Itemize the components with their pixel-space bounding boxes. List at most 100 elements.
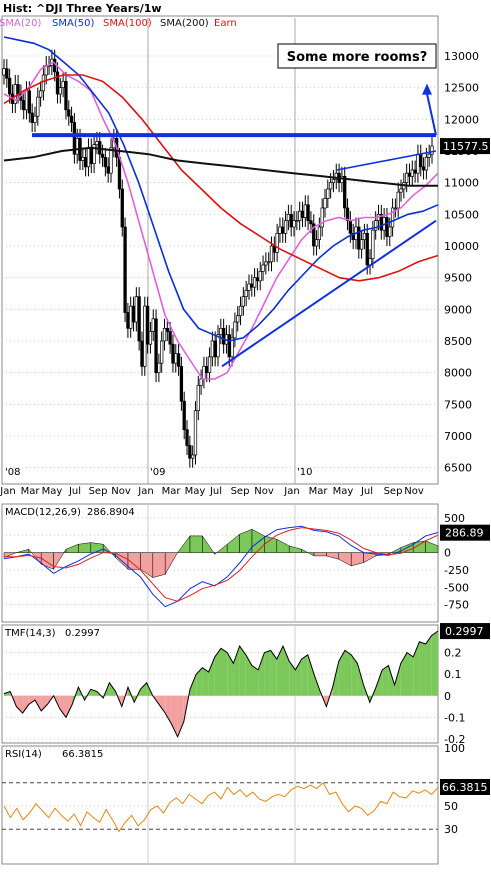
- tmf-y-tick-label: 0.1: [444, 668, 462, 681]
- tmf-area-segment: [239, 646, 246, 696]
- price-x-tick-label: Mar: [162, 486, 182, 497]
- tmf-area-segment: [382, 665, 389, 696]
- candle: [151, 318, 155, 332]
- macd-histogram-segment: [152, 552, 166, 578]
- candle: [123, 226, 127, 313]
- tmf-y-tick-label: 0.2: [444, 647, 462, 660]
- tmf-y-tick-label: -0.1: [444, 711, 465, 724]
- candle: [129, 305, 133, 329]
- candle: [331, 179, 336, 184]
- price-y-tick-label: 6500: [444, 462, 472, 475]
- candle: [100, 153, 105, 158]
- candle: [348, 220, 352, 234]
- candle: [275, 232, 279, 253]
- macd-y-tick-label: -250: [444, 564, 469, 577]
- tmf-area-segment: [400, 652, 407, 696]
- tmf-area-segment: [357, 663, 364, 696]
- price-last-value: 11577.5: [443, 140, 489, 153]
- candle: [106, 166, 110, 174]
- candle: [131, 305, 136, 323]
- candle: [179, 365, 184, 402]
- candle: [292, 220, 296, 228]
- price-x-tick-label: Jan: [137, 486, 153, 497]
- candle: [143, 305, 147, 367]
- tmf-area-segment: [22, 695, 29, 714]
- candle: [154, 318, 158, 374]
- macd-line: [3, 525, 439, 608]
- candle: [317, 226, 322, 241]
- candle: [374, 220, 378, 231]
- candle: [55, 71, 60, 95]
- candle: [405, 172, 409, 184]
- candle: [309, 220, 313, 225]
- macd-y-tick-label: -500: [444, 581, 469, 594]
- candle: [306, 204, 310, 222]
- tmf-area-segment: [258, 652, 265, 696]
- price-y-tick-label: 11000: [444, 177, 479, 190]
- tmf-area-segment: [295, 659, 302, 696]
- candle: [221, 327, 226, 345]
- candle: [283, 220, 288, 234]
- tmf-y-tick-label: 0: [444, 690, 451, 703]
- candle: [328, 182, 333, 190]
- macd-y-tick-label: 500: [444, 512, 465, 525]
- price-x-tick-label: Sep: [89, 486, 108, 497]
- macd-last-value-text: 286.8904: [87, 507, 135, 518]
- candle: [399, 188, 403, 193]
- candle: [312, 223, 316, 247]
- tmf-title: TMF(14,3): [4, 628, 56, 639]
- tmf-area-segment: [140, 682, 147, 696]
- year-label: '08: [5, 467, 20, 478]
- candle: [323, 198, 327, 209]
- candle: [168, 331, 172, 345]
- price-x-tick-label: Jan: [283, 486, 299, 497]
- price-x-tick-label: Mar: [21, 486, 41, 497]
- candle: [27, 90, 31, 114]
- price-y-tick-label: 9500: [444, 272, 472, 285]
- target-arrow-line: [426, 93, 437, 136]
- price-y-tick-label: 12500: [444, 82, 479, 95]
- candle: [216, 334, 220, 358]
- candle: [134, 296, 138, 323]
- price-x-tick-label: Sep: [384, 486, 403, 497]
- candle: [126, 312, 130, 329]
- candle: [24, 90, 29, 111]
- rsi-y-tick-label: 50: [444, 800, 458, 813]
- candle: [137, 296, 141, 342]
- candle: [250, 283, 254, 288]
- legend-sma20: SMA(20): [0, 18, 41, 29]
- candle: [92, 144, 96, 165]
- candle: [390, 207, 395, 228]
- legend-sma50: SMA(50): [52, 18, 94, 29]
- macd-histogram-segment: [164, 552, 179, 576]
- tmf-area-segment: [233, 646, 240, 696]
- rsi-border: [1, 745, 439, 865]
- candle: [407, 172, 412, 177]
- legend-sma100: SMA(100): [103, 18, 152, 29]
- candle: [103, 156, 108, 168]
- price-x-tick-label: May: [185, 486, 206, 497]
- candle: [157, 362, 161, 374]
- candle: [196, 384, 200, 412]
- candle: [238, 305, 243, 317]
- candle: [61, 80, 65, 89]
- candle: [295, 220, 299, 223]
- resistance-trendline: [336, 150, 437, 171]
- candle: [165, 327, 169, 332]
- candle: [357, 226, 361, 250]
- candle: [255, 277, 260, 282]
- macd-y-tick-label: 0: [444, 547, 451, 560]
- candle: [236, 315, 240, 323]
- tmf-area-segment: [276, 646, 283, 696]
- tmf-last-value-box: [440, 623, 490, 640]
- rsi-y-tick-label: 100: [444, 742, 465, 755]
- candle: [22, 99, 26, 111]
- year-label: '09: [150, 467, 165, 478]
- macd-histogram-segment: [3, 552, 17, 558]
- candle: [343, 175, 347, 209]
- candle: [362, 232, 367, 241]
- candle: [86, 147, 91, 168]
- tmf-area-segment: [208, 656, 215, 696]
